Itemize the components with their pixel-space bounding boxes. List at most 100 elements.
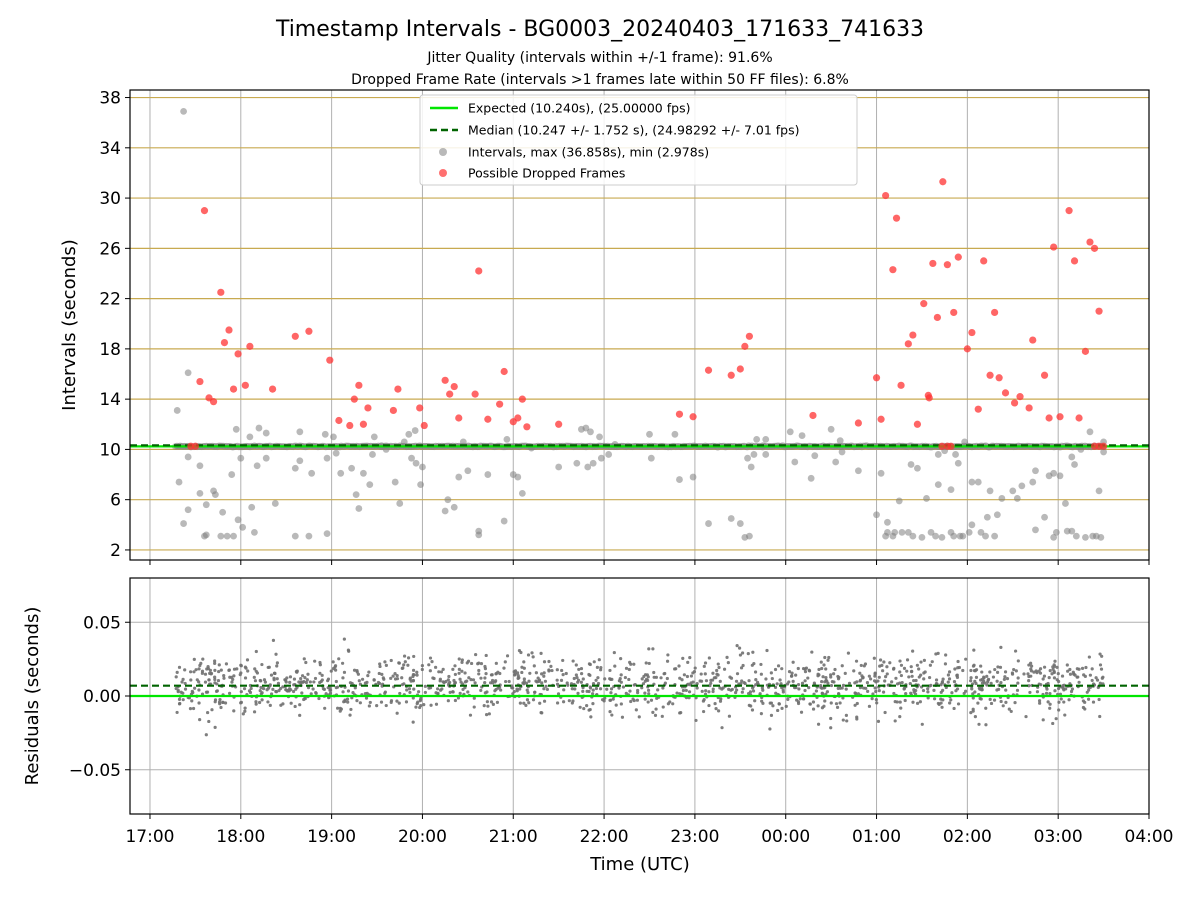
residual-point [477, 672, 481, 676]
dropped-frame-point [217, 288, 225, 296]
residual-point [484, 653, 488, 658]
residual-point [922, 677, 926, 681]
residual-point [1010, 671, 1014, 675]
dropped-frame-point [675, 410, 684, 418]
residual-point [1057, 708, 1061, 712]
dropped-frame-point [523, 423, 531, 431]
residual-point [700, 689, 704, 693]
residual-point [177, 697, 182, 701]
residual-point [555, 678, 559, 682]
residual-point [457, 671, 461, 675]
residual-point [213, 659, 217, 663]
interval-point [239, 523, 247, 531]
residual-point [855, 715, 859, 719]
residual-point [453, 664, 457, 668]
residual-point [555, 668, 559, 672]
residual-point [1042, 665, 1047, 669]
residual-point [642, 674, 646, 679]
interval-point [355, 505, 363, 512]
residual-point [654, 707, 658, 711]
residual-point [791, 660, 795, 664]
interval-point [745, 532, 753, 540]
dropped-frame-point [980, 257, 988, 265]
interval-point [753, 435, 761, 443]
interval-point [950, 532, 958, 540]
residual-point [448, 680, 452, 685]
residual-point [644, 661, 648, 665]
residual-point [956, 666, 960, 670]
residual-point [298, 713, 302, 717]
residual-point [253, 667, 257, 671]
residual-point [646, 688, 651, 692]
residual-point [265, 688, 269, 692]
residual-point [619, 657, 623, 661]
residual-point [561, 700, 566, 704]
residual-point [1009, 709, 1013, 714]
residual-point [856, 692, 860, 696]
residual-point [1046, 681, 1050, 686]
residual-point [653, 713, 658, 717]
dropped-frame-point [420, 421, 428, 430]
residual-point [214, 689, 219, 693]
residual-point [699, 679, 704, 683]
residual-point [1038, 667, 1043, 671]
residual-point [503, 660, 507, 664]
residual-point [823, 655, 827, 660]
residual-point [487, 712, 491, 716]
residual-point [859, 663, 863, 668]
interval-point [1077, 446, 1085, 453]
residual-point [986, 680, 990, 684]
residual-point [780, 667, 784, 671]
residual-point [513, 669, 518, 673]
residual-point [716, 662, 720, 666]
residual-point [522, 677, 526, 681]
residual-point [300, 691, 304, 695]
interval-point [234, 516, 242, 524]
dropped-frame-point [727, 371, 735, 379]
residual-point [358, 701, 362, 705]
residual-point [972, 648, 976, 652]
residual-point [962, 691, 966, 696]
residual-point [900, 680, 904, 685]
residual-point [262, 678, 267, 682]
residual-point [1024, 714, 1028, 719]
interval-point [597, 454, 605, 462]
interval-point [348, 464, 356, 472]
dropped-frame-point [191, 442, 199, 450]
residual-point [838, 701, 842, 705]
residual-point [1056, 686, 1061, 691]
dropped-frame-point [938, 442, 946, 450]
residual-point [177, 665, 182, 669]
residual-point [832, 672, 836, 676]
legend-dropped-label: Possible Dropped Frames [468, 166, 625, 181]
residual-point [498, 671, 502, 676]
residual-point [819, 660, 823, 664]
residual-point [1026, 672, 1030, 676]
residual-point [281, 685, 285, 689]
residual-point [914, 678, 918, 683]
residual-point [899, 663, 904, 667]
dropped-frame-point [925, 394, 933, 402]
residual-point [1004, 700, 1008, 704]
residual-point [309, 692, 313, 696]
residual-point [619, 673, 623, 677]
interval-point [1018, 482, 1026, 490]
residual-point [671, 702, 675, 706]
interval-point [968, 478, 976, 486]
residual-point [759, 712, 764, 716]
residual-point [647, 661, 651, 666]
residual-point [921, 688, 926, 693]
residual-point [205, 667, 209, 671]
residual-point [984, 723, 988, 727]
dropped-frame-point [920, 300, 928, 308]
interval-point [180, 107, 187, 115]
residual-point [1048, 702, 1052, 706]
residual-point [241, 712, 245, 716]
residual-point [306, 672, 310, 676]
residual-point [331, 660, 335, 664]
residual-point [647, 647, 651, 651]
interval-point [904, 528, 912, 536]
residual-point [472, 696, 476, 700]
dropped-frame-point [877, 415, 885, 423]
residual-point [419, 697, 423, 701]
